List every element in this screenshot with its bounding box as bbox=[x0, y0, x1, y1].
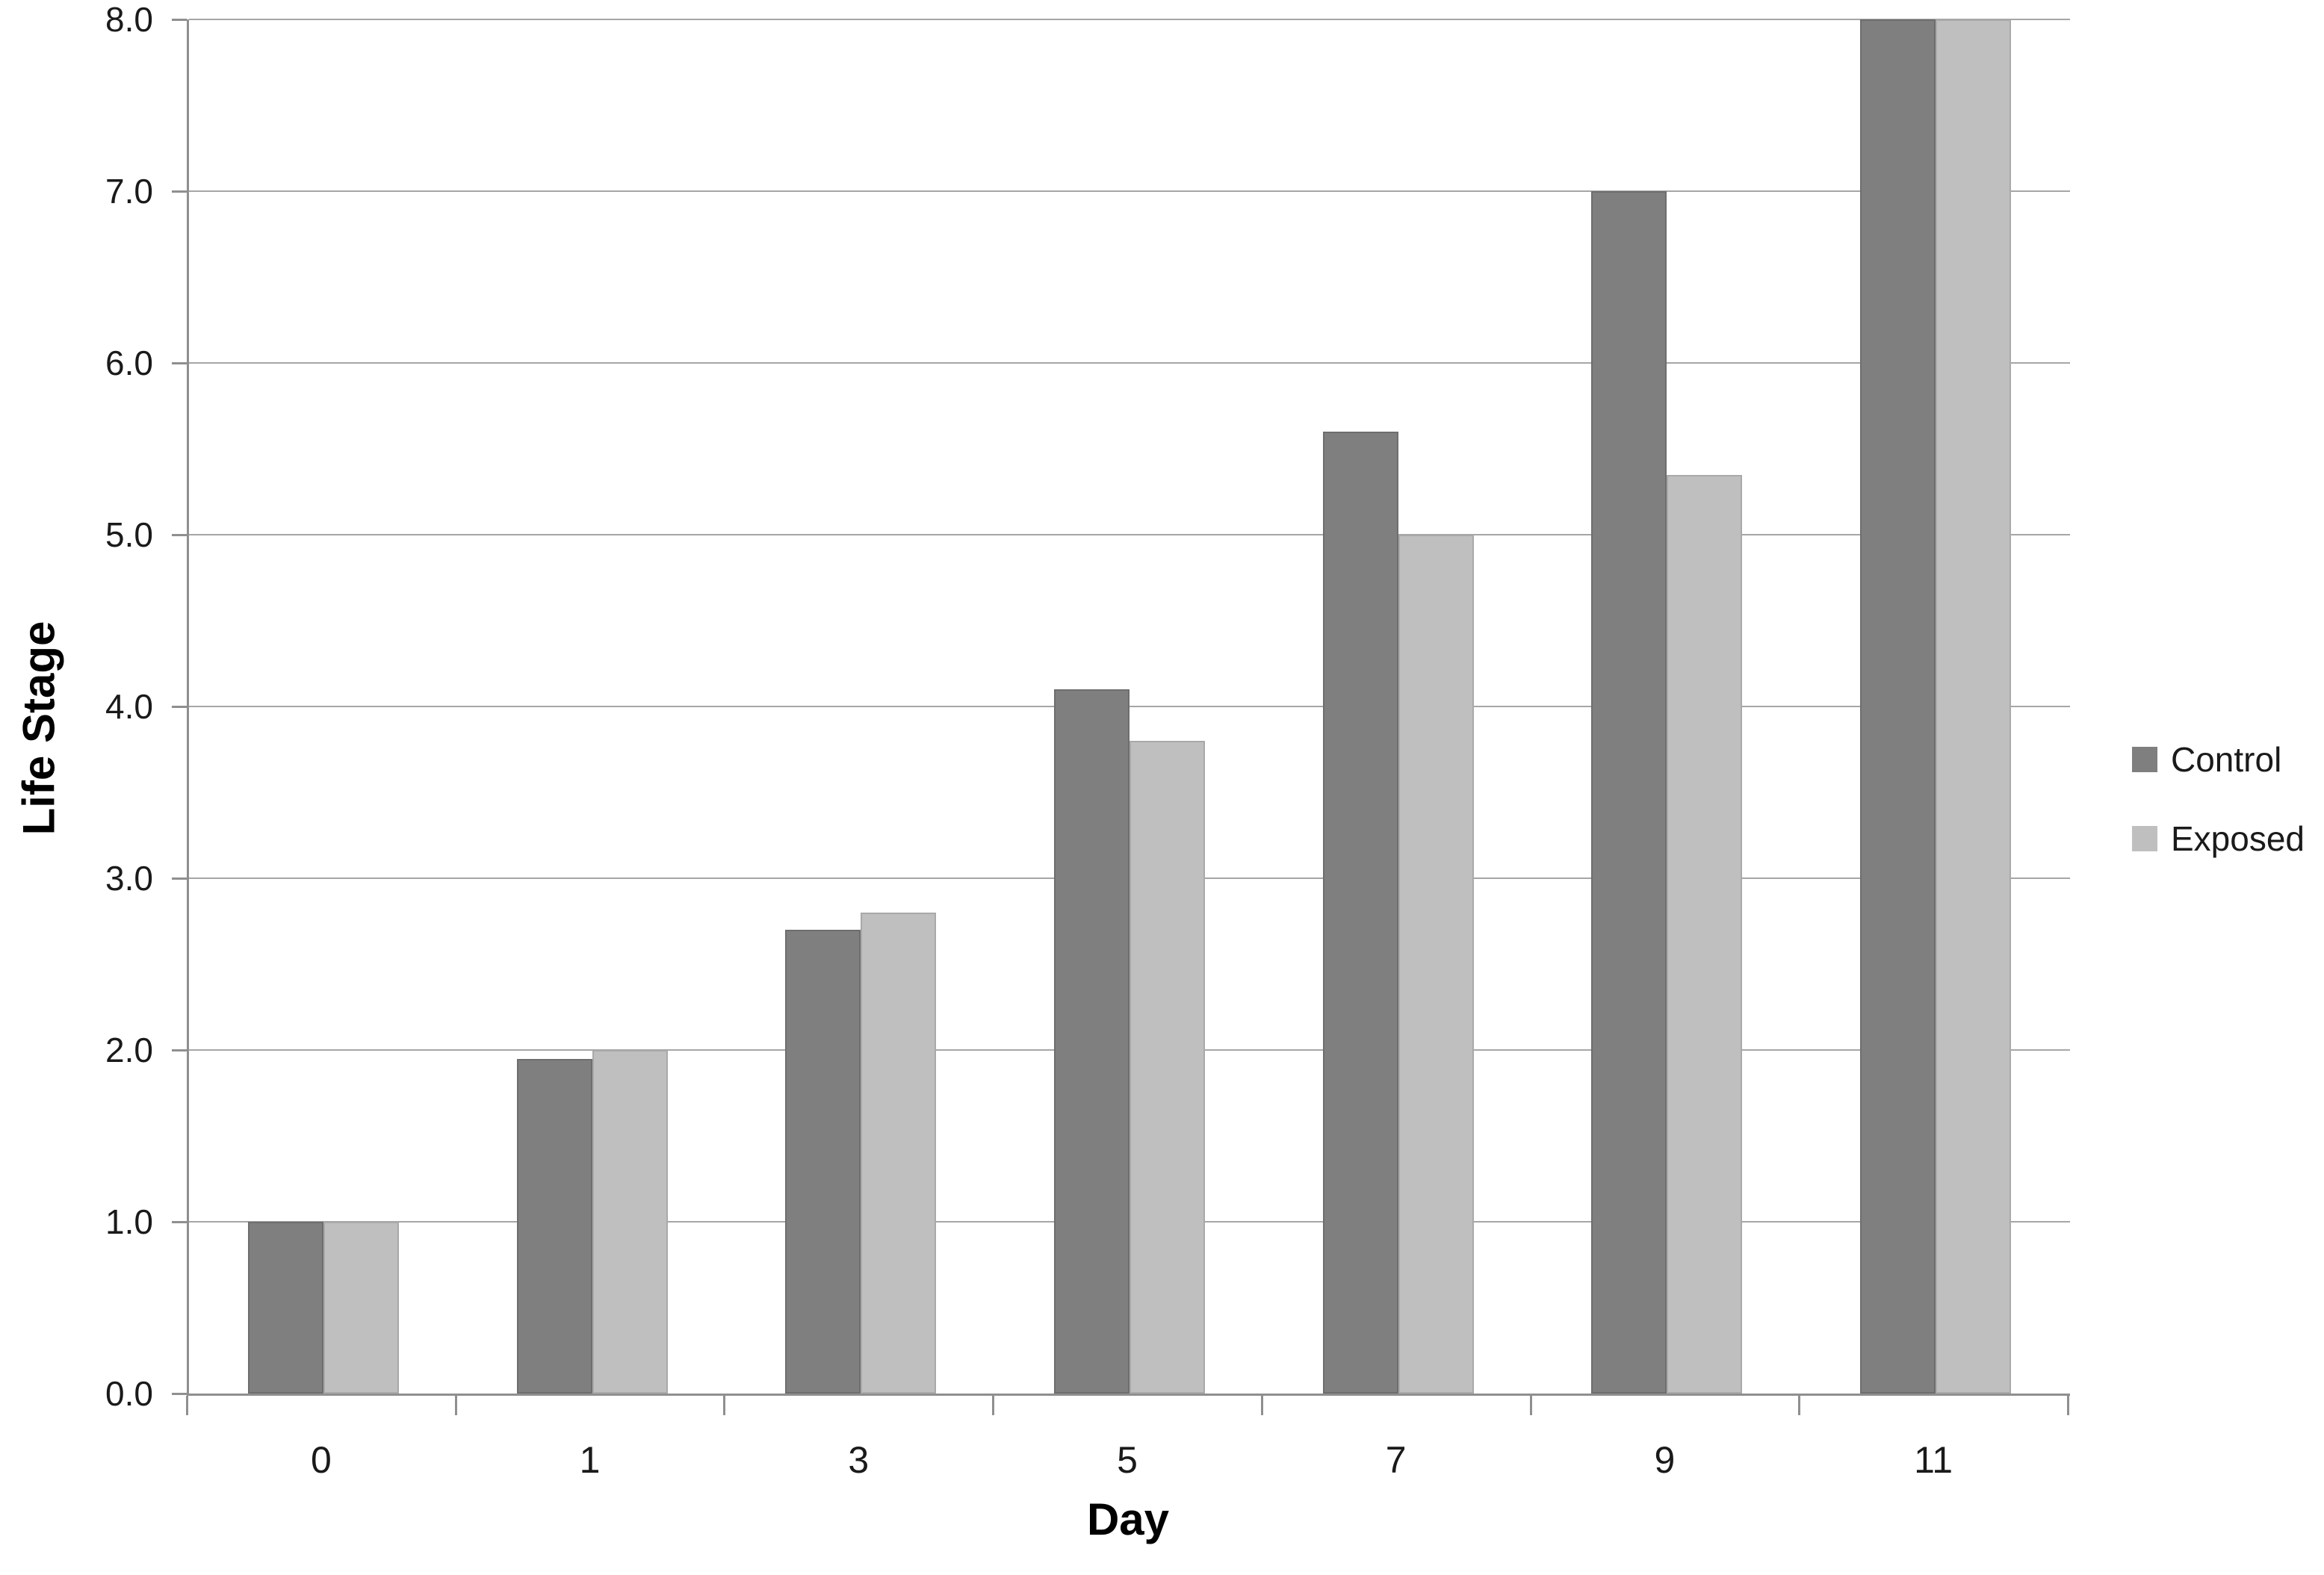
gridline-y-7 bbox=[189, 190, 2070, 192]
legend-item-control: Control bbox=[2132, 741, 2305, 778]
gridline-y-4 bbox=[189, 706, 2070, 707]
x-tick-mark-5 bbox=[1529, 1396, 1532, 1415]
y-tick-mark-7.0 bbox=[172, 190, 187, 193]
y-tick-mark-5.0 bbox=[172, 534, 187, 536]
bar-exposed-day1 bbox=[592, 1050, 668, 1394]
bar-control-day1 bbox=[516, 1058, 592, 1394]
x-tick-mark-2 bbox=[723, 1396, 726, 1415]
legend-swatch-exposed bbox=[2132, 826, 2157, 851]
x-tick-mark-1 bbox=[454, 1396, 457, 1415]
legend-item-exposed: Exposed bbox=[2132, 820, 2305, 857]
y-tick-label-2.0: 2.0 bbox=[105, 1031, 153, 1069]
y-tick-label-1.0: 1.0 bbox=[105, 1202, 153, 1241]
y-tick-label-7.0: 7.0 bbox=[105, 172, 153, 211]
y-tick-mark-6.0 bbox=[172, 362, 187, 364]
bar-exposed-day11 bbox=[1936, 19, 2012, 1394]
x-tick-mark-0 bbox=[186, 1396, 188, 1415]
gridline-y-5 bbox=[189, 534, 2070, 535]
gridline-y-6 bbox=[189, 362, 2070, 364]
legend: Control Exposed bbox=[2132, 741, 2305, 857]
x-tick-label-1: 1 bbox=[579, 1439, 601, 1481]
y-tick-label-6.0: 6.0 bbox=[105, 344, 153, 382]
gridline-y-8 bbox=[189, 19, 2070, 20]
y-tick-mark-4.0 bbox=[172, 706, 187, 708]
y-tick-mark-2.0 bbox=[172, 1049, 187, 1051]
bar-control-day0 bbox=[247, 1222, 323, 1394]
x-tick-mark-7 bbox=[2067, 1396, 2069, 1415]
x-tick-label-0: 0 bbox=[310, 1439, 332, 1481]
bar-control-day11 bbox=[1860, 19, 1936, 1394]
y-tick-mark-3.0 bbox=[172, 877, 187, 880]
bar-control-day9 bbox=[1591, 191, 1667, 1394]
x-tick-label-5: 5 bbox=[1117, 1439, 1138, 1481]
legend-label-control: Control bbox=[2171, 740, 2282, 779]
legend-swatch-control bbox=[2132, 747, 2157, 772]
y-tick-label-8.0: 8.0 bbox=[105, 0, 153, 39]
bar-control-day5 bbox=[1054, 689, 1130, 1394]
bar-control-day7 bbox=[1322, 432, 1398, 1394]
x-tick-mark-3 bbox=[992, 1396, 995, 1415]
x-tick-label-9: 9 bbox=[1654, 1439, 1676, 1481]
y-tick-mark-8.0 bbox=[172, 19, 187, 21]
bar-control-day3 bbox=[785, 930, 861, 1394]
bar-exposed-day5 bbox=[1130, 741, 1205, 1394]
x-axis-title: Day bbox=[1086, 1494, 1170, 1544]
bar-exposed-day7 bbox=[1398, 535, 1474, 1394]
x-tick-label-11: 11 bbox=[1914, 1439, 1953, 1481]
x-tick-label-7: 7 bbox=[1385, 1439, 1407, 1481]
y-tick-label-5.0: 5.0 bbox=[105, 515, 153, 554]
y-tick-mark-1.0 bbox=[172, 1221, 187, 1223]
x-tick-mark-6 bbox=[1798, 1396, 1801, 1415]
legend-label-exposed: Exposed bbox=[2171, 819, 2305, 858]
y-tick-mark-0.0 bbox=[172, 1393, 187, 1395]
y-tick-label-0.0: 0.0 bbox=[105, 1374, 153, 1413]
y-tick-label-4.0: 4.0 bbox=[105, 687, 153, 726]
bar-exposed-day3 bbox=[861, 913, 937, 1394]
y-axis-title: Life Stage bbox=[13, 621, 64, 836]
bar-exposed-day0 bbox=[323, 1222, 399, 1394]
x-tick-mark-4 bbox=[1260, 1396, 1263, 1415]
plot-area bbox=[187, 19, 2070, 1396]
x-tick-label-3: 3 bbox=[848, 1439, 870, 1481]
bar-exposed-day9 bbox=[1667, 474, 1743, 1394]
y-tick-label-3.0: 3.0 bbox=[105, 859, 153, 898]
